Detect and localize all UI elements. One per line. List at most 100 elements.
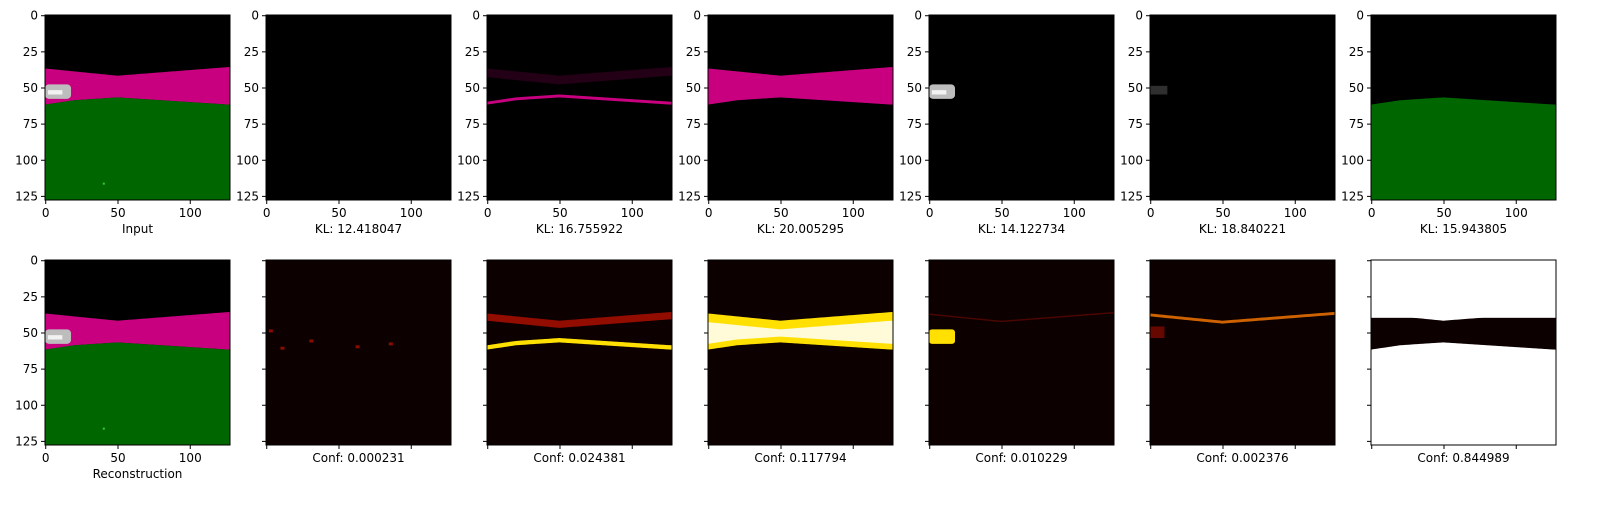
panel-caption: Reconstruction: [93, 467, 183, 481]
x-tick-label: 0: [42, 206, 50, 220]
y-tick-label: 0: [1135, 9, 1143, 23]
y-tick-label: 100: [236, 153, 259, 167]
image-background: [929, 15, 1114, 200]
x-tick-label: 100: [179, 206, 202, 220]
stray-pixel: [102, 182, 105, 185]
y-tick-label: 25: [465, 45, 480, 59]
y-tick-label: 125: [1341, 189, 1364, 203]
x-tick-label: 0: [263, 206, 271, 220]
faint-car: [1150, 85, 1168, 95]
bottom-panel-4: Conf: 0.117794: [704, 259, 894, 465]
y-tick-label: 100: [899, 153, 922, 167]
top-panel-1: 0 50 100 0 25 50 75 100 125 Input: [15, 9, 231, 236]
heat-spot: [268, 329, 273, 333]
green-ground: [45, 342, 230, 445]
y-tick-label: 125: [457, 189, 480, 203]
y-tick-label: 50: [1128, 81, 1143, 95]
panel-caption: Conf: 0.002376: [1196, 451, 1288, 465]
panel-caption: Input: [122, 222, 153, 236]
y-tick-label: 75: [907, 117, 922, 131]
x-tick-label: 0: [42, 451, 50, 465]
x-tick-label: 50: [331, 206, 346, 220]
y-tick-label: 125: [236, 189, 259, 203]
y-tick-label: 100: [1120, 153, 1143, 167]
panel-caption: KL: 16.755922: [536, 222, 623, 236]
x-tick-label: 100: [1505, 206, 1528, 220]
axes-frame: [707, 14, 894, 201]
heat-thin-line: [1150, 312, 1335, 324]
y-tick-label: 75: [465, 117, 480, 131]
x-tick-label: 50: [552, 206, 567, 220]
axes-frame: [265, 14, 452, 201]
x-tick-label: 0: [484, 206, 492, 220]
image-background: [487, 15, 672, 200]
axes-frame: [1149, 14, 1336, 201]
y-tick-label: 75: [1128, 117, 1143, 131]
y-tick-label: 125: [1120, 189, 1143, 203]
y-tick-label: 75: [23, 362, 38, 376]
top-panel-5: 0 50 100 0 25 50 75 100 125 KL: 14.122734: [899, 9, 1115, 236]
bottom-panel-6: Conf: 0.002376: [1146, 259, 1336, 465]
y-tick-label: 100: [15, 398, 38, 412]
green-ground: [1371, 97, 1556, 200]
y-tick-label: 0: [1356, 9, 1364, 23]
heat-upper-edge: [487, 312, 672, 328]
y-tick-label: 100: [15, 153, 38, 167]
y-tick-label: 25: [23, 45, 38, 59]
heat-spot: [355, 345, 360, 349]
heat-spot: [280, 346, 285, 350]
y-tick-label: 0: [30, 254, 38, 268]
y-tick-label: 75: [1349, 117, 1364, 131]
x-tick-label: 0: [1147, 206, 1155, 220]
axes-frame: [928, 14, 1115, 201]
heat-upper-region: [1371, 307, 1556, 321]
heat-background: [708, 260, 893, 445]
magenta-band: [708, 67, 893, 105]
panel-caption: KL: 20.005295: [757, 222, 844, 236]
panel-caption: KL: 18.840221: [1199, 222, 1286, 236]
heat-background: [487, 260, 672, 445]
bottom-panel-5: Conf: 0.010229: [925, 259, 1115, 465]
y-tick-label: 75: [23, 117, 38, 131]
band-lower-edge: [487, 94, 672, 105]
x-tick-label: 100: [1284, 206, 1307, 220]
y-tick-label: 0: [472, 9, 480, 23]
x-tick-label: 50: [994, 206, 1009, 220]
y-tick-label: 50: [1349, 81, 1364, 95]
bottom-panel-7: Conf: 0.844989: [1367, 259, 1557, 465]
panel-caption: KL: 15.943805: [1420, 222, 1507, 236]
y-tick-label: 50: [244, 81, 259, 95]
x-tick-label: 50: [110, 206, 125, 220]
y-tick-label: 100: [678, 153, 701, 167]
axes-frame: [486, 259, 673, 446]
heat-faint-line: [929, 312, 1114, 323]
axes-frame: [44, 259, 231, 446]
image-background: [1150, 15, 1335, 200]
magenta-band: [45, 67, 230, 105]
y-tick-label: 25: [23, 290, 38, 304]
top-panel-3: 0 50 100 0 25 50 75 100 125 KL: 16.755922: [457, 9, 673, 236]
y-tick-label: 25: [686, 45, 701, 59]
heat-band-core: [708, 320, 893, 344]
top-panel-2: 0 50 100 0 25 50 75 100 125 KL: 12.418047: [236, 9, 452, 236]
x-tick-label: 50: [1215, 206, 1230, 220]
heat-ground: [1371, 342, 1556, 445]
x-tick-label: 0: [1368, 206, 1376, 220]
y-tick-label: 0: [693, 9, 701, 23]
x-tick-label: 50: [110, 451, 125, 465]
y-tick-label: 100: [1341, 153, 1364, 167]
axes-frame: [1370, 14, 1557, 201]
x-tick-label: 0: [705, 206, 713, 220]
y-tick-label: 75: [244, 117, 259, 131]
bottom-panel-3: Conf: 0.024381: [483, 259, 673, 465]
panel-caption: Conf: 0.000231: [312, 451, 404, 465]
panel-caption: KL: 12.418047: [315, 222, 402, 236]
axes-frame: [265, 259, 452, 446]
top-panel-6: 0 50 100 0 25 50 75 100 125 KL: 18.840221: [1120, 9, 1336, 236]
x-tick-label: 50: [1436, 206, 1451, 220]
y-tick-label: 25: [907, 45, 922, 59]
image-background: [266, 15, 451, 200]
heat-background: [1150, 260, 1335, 445]
top-panel-4: 0 50 100 0 25 50 75 100 125 KL: 20.005295: [678, 9, 894, 236]
axes-frame: [486, 14, 673, 201]
